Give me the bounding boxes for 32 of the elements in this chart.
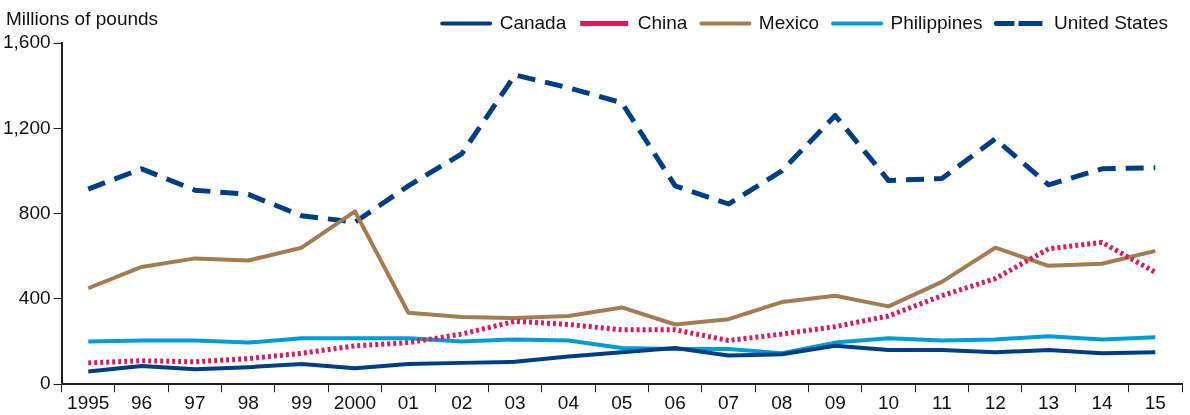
x-tick-label: 08 [771,391,793,413]
x-tick-label: 13 [1038,391,1060,413]
legend-label: Mexico [758,11,820,33]
x-tick-label: 05 [611,391,633,413]
x-tick-label: 97 [184,391,206,413]
x-tick-label: 14 [1091,391,1113,413]
y-tick-label: 800 [18,201,51,223]
legend-label: Philippines [890,11,983,33]
legend-label: Canada [499,11,567,33]
y-axis-title: Millions of pounds [6,8,159,30]
y-tick-label: 1,600 [3,31,51,53]
x-tick-label: 04 [557,391,580,413]
x-tick-label: 07 [717,391,740,413]
x-tick-label: 06 [664,391,686,413]
x-tick-label: 11 [932,391,952,413]
x-tick-label: 01 [397,391,419,413]
x-tick-label: 12 [984,391,1006,413]
x-tick-label: 1995 [67,391,110,413]
x-tick-label: 2000 [333,391,377,413]
x-tick-label: 10 [877,391,900,413]
x-tick-label: 09 [824,391,846,413]
legend-label: China [637,11,688,33]
x-tick-label: 99 [291,391,313,413]
x-tick-label: 98 [237,391,259,413]
x-tick-label: 96 [131,391,153,413]
x-tick-label: 15 [1144,391,1166,413]
y-tick-label: 0 [39,372,51,394]
x-tick-label: 02 [451,391,473,413]
y-tick-label: 400 [18,287,51,309]
y-tick-label: 1,200 [3,116,51,138]
legend-label: United States [1053,11,1169,33]
x-tick-label: 03 [504,391,526,413]
